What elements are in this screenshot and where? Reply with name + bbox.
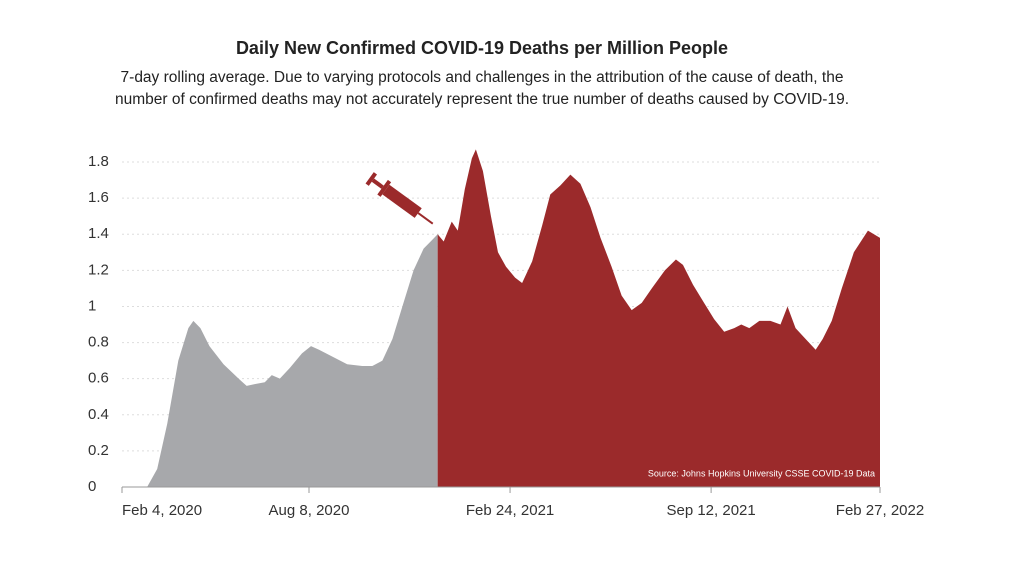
- y-tick-label: 1.4: [88, 225, 109, 242]
- chart-title: Daily New Confirmed COVID-19 Deaths per …: [236, 38, 728, 58]
- y-tick-label: 0: [88, 478, 96, 495]
- subtitle: number of confirmed deaths may not accur…: [115, 91, 849, 108]
- y-tick-label: 0.2: [88, 442, 109, 459]
- area: [122, 234, 438, 487]
- y-tick-label: 0.6: [88, 370, 109, 387]
- area: [437, 149, 880, 487]
- subtitle: 7-day rolling average. Due to varying pr…: [121, 69, 844, 86]
- plot: 0 0.2 0.4 0.6 0.8 1 1.2 1.4 1.6 1.8 Feb 4, 2020 Aug…: [88, 149, 924, 519]
- y-tick-label: 0.8: [88, 334, 109, 351]
- y-tick-label: 1: [88, 297, 96, 314]
- y-tick-label: 1.8: [88, 153, 109, 170]
- x-tick-label: Aug 8, 2020: [269, 502, 350, 519]
- y-tick-label: 0.4: [88, 406, 109, 423]
- x-tick-label: Feb 27, 2022: [836, 502, 924, 519]
- x-tick-label: Sep 12, 2021: [666, 502, 755, 519]
- syringe-icon: [365, 172, 434, 225]
- y-tick-label: 1.6: [88, 189, 109, 206]
- y-tick-label: 1.2: [88, 261, 109, 278]
- x-tick-label: Feb 24, 2021: [466, 502, 554, 519]
- source-note: Source: Johns Hopkins University CSSE CO…: [648, 468, 875, 478]
- x-tick-label: Feb 4, 2020: [122, 502, 202, 519]
